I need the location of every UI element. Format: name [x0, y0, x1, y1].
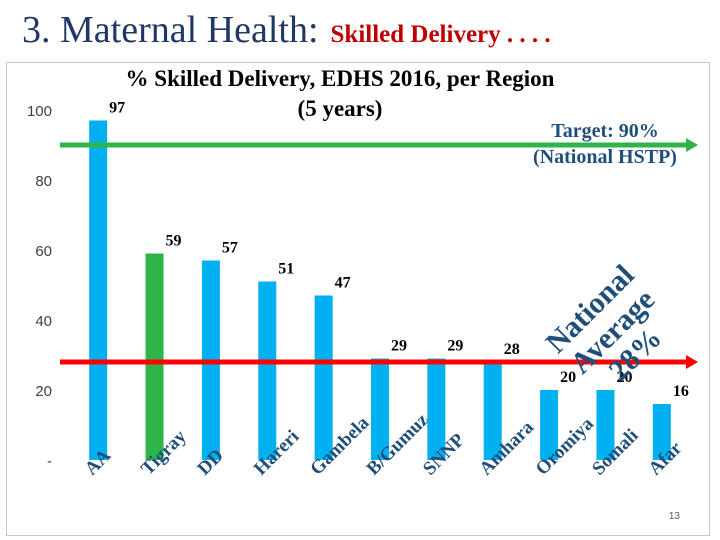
data-label: 47 [335, 275, 351, 292]
y-tick-label: - [47, 453, 52, 470]
bar-4 [314, 295, 333, 460]
bar-10 [652, 404, 671, 460]
y-tick-label: 20 [35, 383, 52, 400]
bar-3 [258, 281, 277, 460]
y-tick-label: 100 [27, 103, 52, 120]
data-label: 20 [560, 369, 576, 386]
bar-8 [540, 390, 559, 460]
bar-0 [89, 120, 108, 460]
data-label: 28 [504, 341, 520, 358]
x-category-label: Somali [588, 425, 642, 479]
chart-frame [6, 62, 710, 536]
slide-title-sub: Skilled Delivery . . . . [330, 21, 551, 48]
x-category-label: Tigray [137, 426, 191, 480]
slide-title-main: 3. Maternal Health: [22, 9, 319, 51]
chart-title: % Skilled Delivery, EDHS 2016, per Regio… [110, 64, 570, 124]
target-line-label: Target: 90% (National HSTP) [512, 118, 698, 170]
bar-9 [596, 390, 615, 460]
y-tick-label: 80 [35, 173, 52, 190]
bar-6 [427, 358, 446, 460]
x-category-label: AA [81, 445, 115, 479]
data-label: 59 [166, 233, 182, 250]
data-label: 16 [673, 383, 689, 400]
data-label: 51 [278, 261, 294, 278]
data-label: 29 [447, 338, 463, 355]
x-category-label: Hareri [250, 426, 303, 479]
reference-line-arrow-0 [686, 138, 698, 152]
target-label-line2: (National HSTP) [533, 146, 677, 168]
data-label: 57 [222, 240, 238, 257]
chart-title-line2: (5 years) [297, 96, 383, 121]
reference-line-arrow-1 [686, 355, 698, 369]
slide-title: 3. Maternal Health: Skilled Delivery . .… [22, 8, 551, 52]
data-label: 20 [616, 369, 632, 386]
target-label-line1: Target: 90% [551, 120, 659, 142]
x-category-label: Afar [645, 437, 687, 479]
data-label: 29 [391, 338, 407, 355]
bar-5 [371, 358, 389, 460]
y-tick-label: 40 [35, 313, 52, 330]
x-category-label: DD [194, 445, 228, 479]
chart-title-line1: % Skilled Delivery, EDHS 2016, per Regio… [125, 66, 555, 91]
bar-1 [145, 253, 164, 460]
bar-7 [483, 362, 502, 460]
y-tick-label: 60 [35, 243, 52, 260]
data-label: 97 [109, 100, 125, 117]
page-number: 13 [668, 511, 680, 522]
